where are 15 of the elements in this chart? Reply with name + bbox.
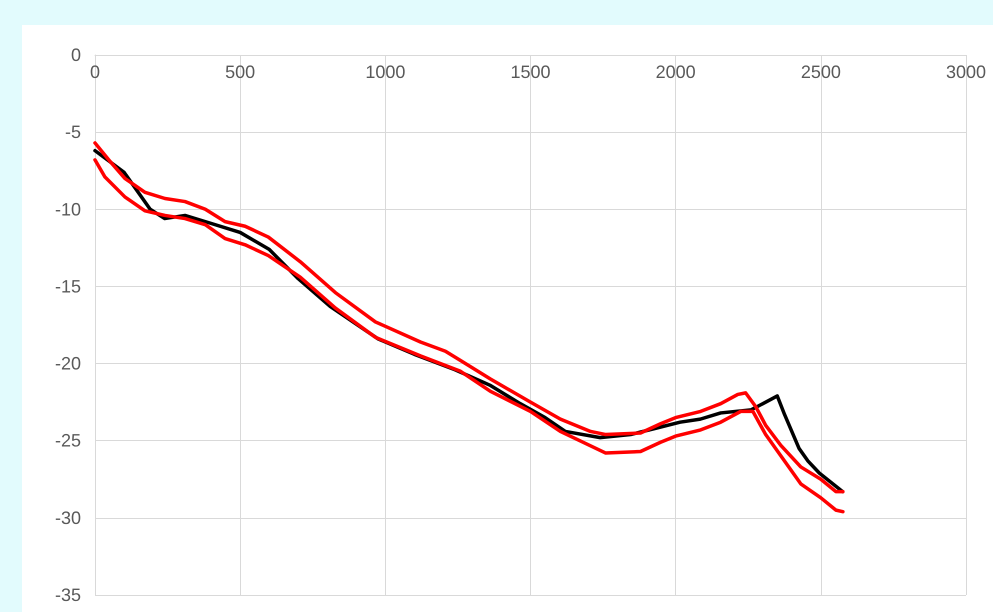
x-tick-label: 500 <box>225 62 256 82</box>
y-tick-label: -20 <box>54 354 81 374</box>
x-tick-label: 2000 <box>656 62 696 82</box>
x-tick-label: 0 <box>90 62 100 82</box>
x-tick-label: 2500 <box>800 62 841 82</box>
y-tick-label: -10 <box>54 199 81 220</box>
y-tick-label: -15 <box>54 276 81 296</box>
y-tick-label: -5 <box>64 122 81 142</box>
x-tick-label: 1000 <box>365 62 406 82</box>
x-tick-label: 1500 <box>510 62 551 82</box>
y-tick-label: -30 <box>54 508 81 528</box>
y-tick-label: -25 <box>54 430 81 451</box>
y-tick-label: -35 <box>54 585 81 605</box>
x-tick-label: 3000 <box>946 62 986 82</box>
y-tick-label: 0 <box>70 45 81 65</box>
